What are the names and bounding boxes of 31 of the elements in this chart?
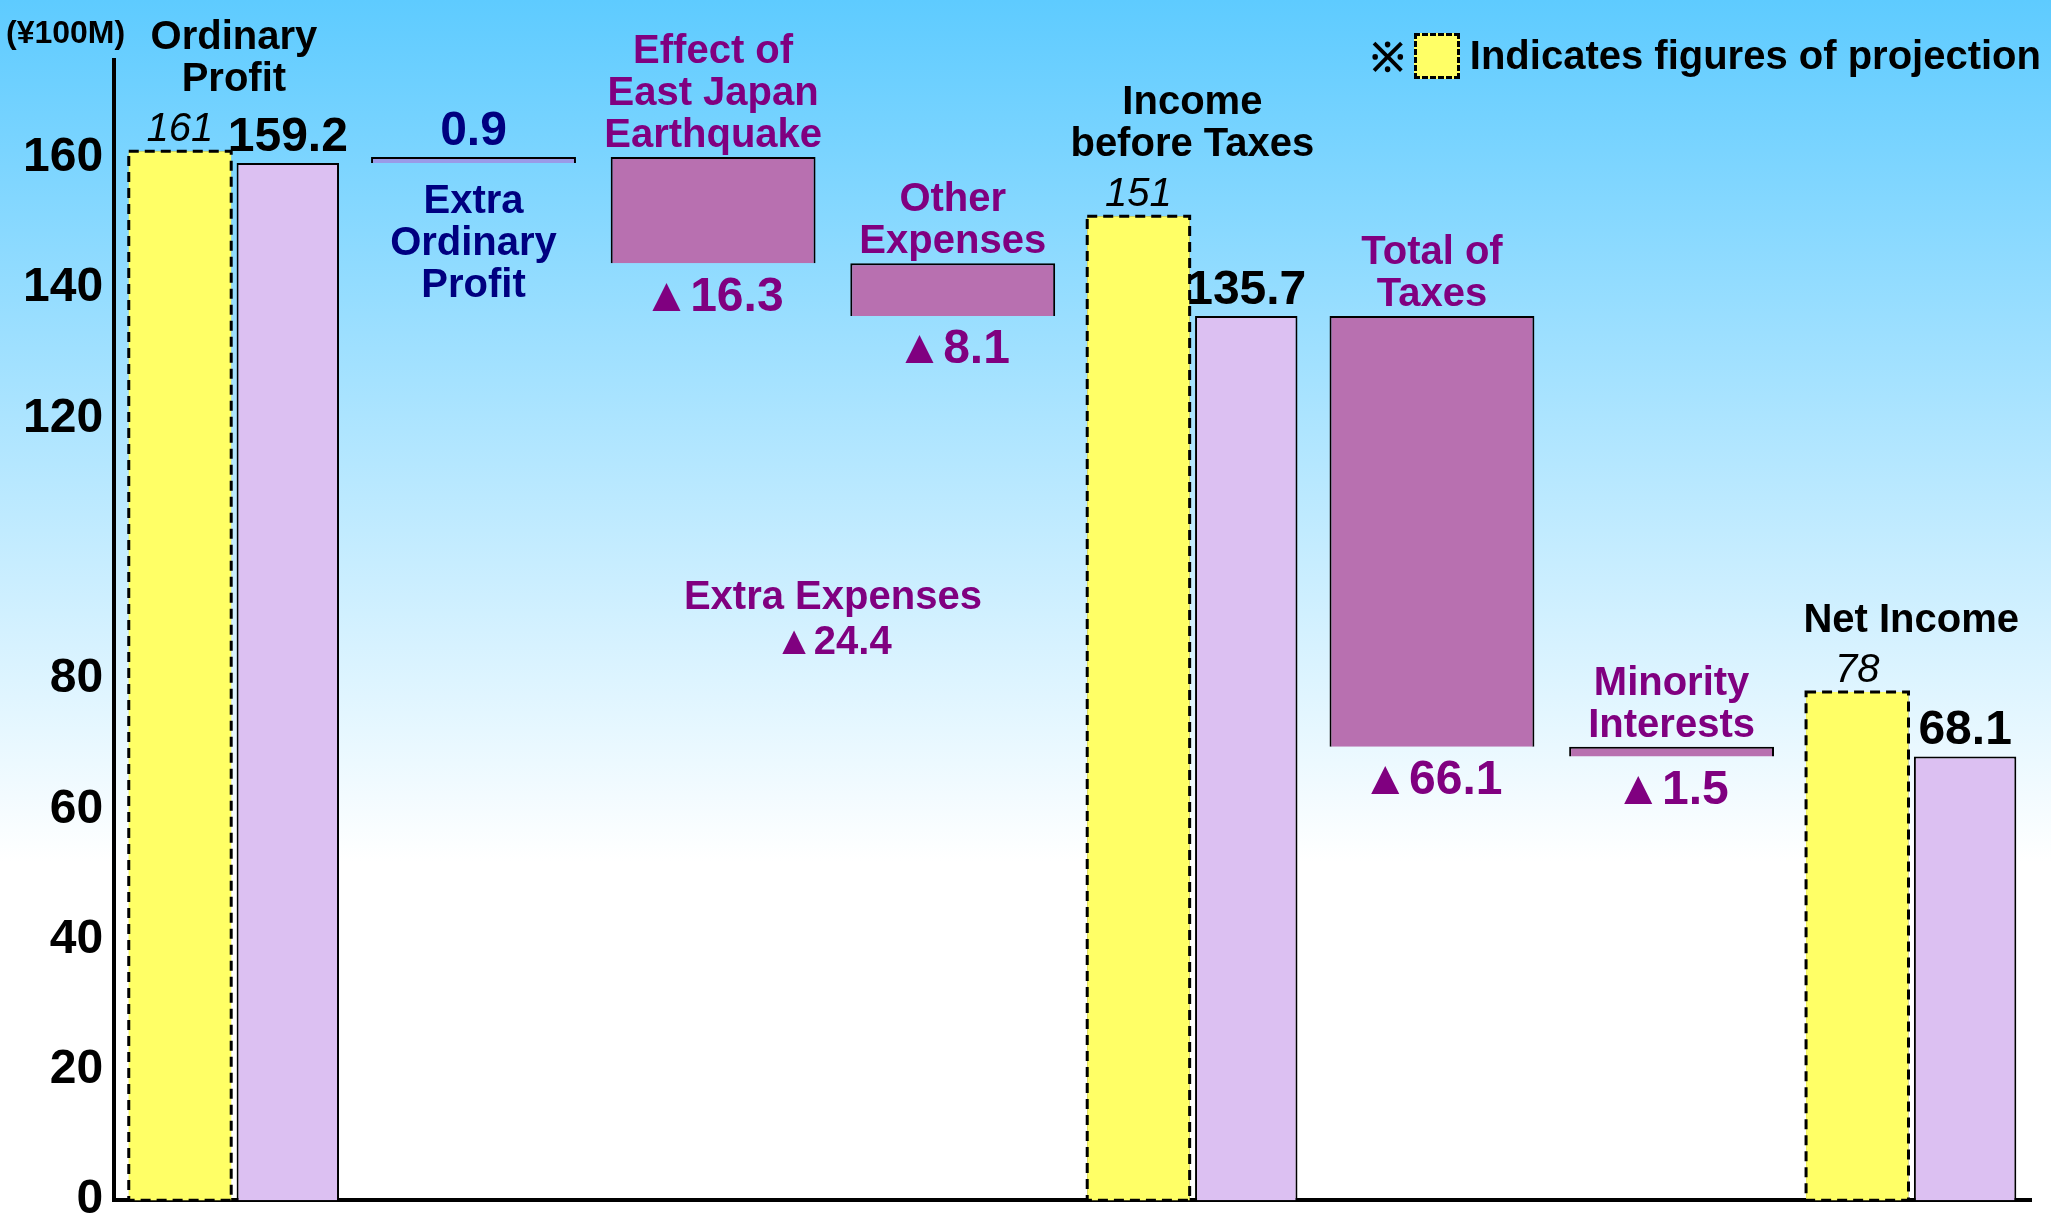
legend-title: ※	[1370, 34, 1404, 81]
data-label: 159.2	[227, 107, 348, 161]
data-label: 135.7	[1186, 261, 1307, 315]
y-tick-label: 160	[22, 127, 104, 181]
data-label: ▲1.5	[1614, 760, 1729, 814]
data-label: ▲8.1	[895, 320, 1010, 374]
y-tick-label: 80	[49, 649, 104, 703]
x-tick-label: Effect of East Japan Earthquake	[604, 27, 823, 156]
y-axis-title: (¥100M)	[6, 14, 126, 51]
y-tick-label: 140	[22, 258, 104, 312]
x-tick-label: Extra Ordinary Profit	[390, 176, 558, 305]
x-tick-label: Net Income	[1803, 596, 2019, 640]
data-label: 0.9	[440, 102, 507, 156]
data-label: 151	[1105, 170, 1172, 215]
x-tick-label: Ordinary Profit	[150, 13, 319, 100]
y-tick-label: 0	[76, 1170, 104, 1224]
y-tick-label: 20	[49, 1040, 104, 1094]
y-tick-label: 120	[22, 388, 104, 442]
annotation: Extra Expenses ▲24.4	[682, 573, 983, 664]
x-tick-label: Income before Taxes	[1070, 78, 1315, 165]
x-tick-label: Other Expenses	[859, 175, 1047, 262]
y-tick-label: 40	[49, 909, 104, 963]
data-label: 161	[146, 105, 214, 150]
data-label: ▲16.3	[642, 267, 784, 321]
data-label: 68.1	[1918, 701, 2012, 755]
x-tick-label: Total of Taxes	[1361, 228, 1504, 315]
data-label: ▲66.1	[1361, 750, 1503, 804]
x-tick-label: Minority Interests	[1588, 658, 1755, 745]
y-tick-label: 60	[49, 779, 104, 833]
legend-label: Indicates figures of projection	[1469, 33, 2041, 78]
data-label: 78	[1835, 646, 1881, 690]
